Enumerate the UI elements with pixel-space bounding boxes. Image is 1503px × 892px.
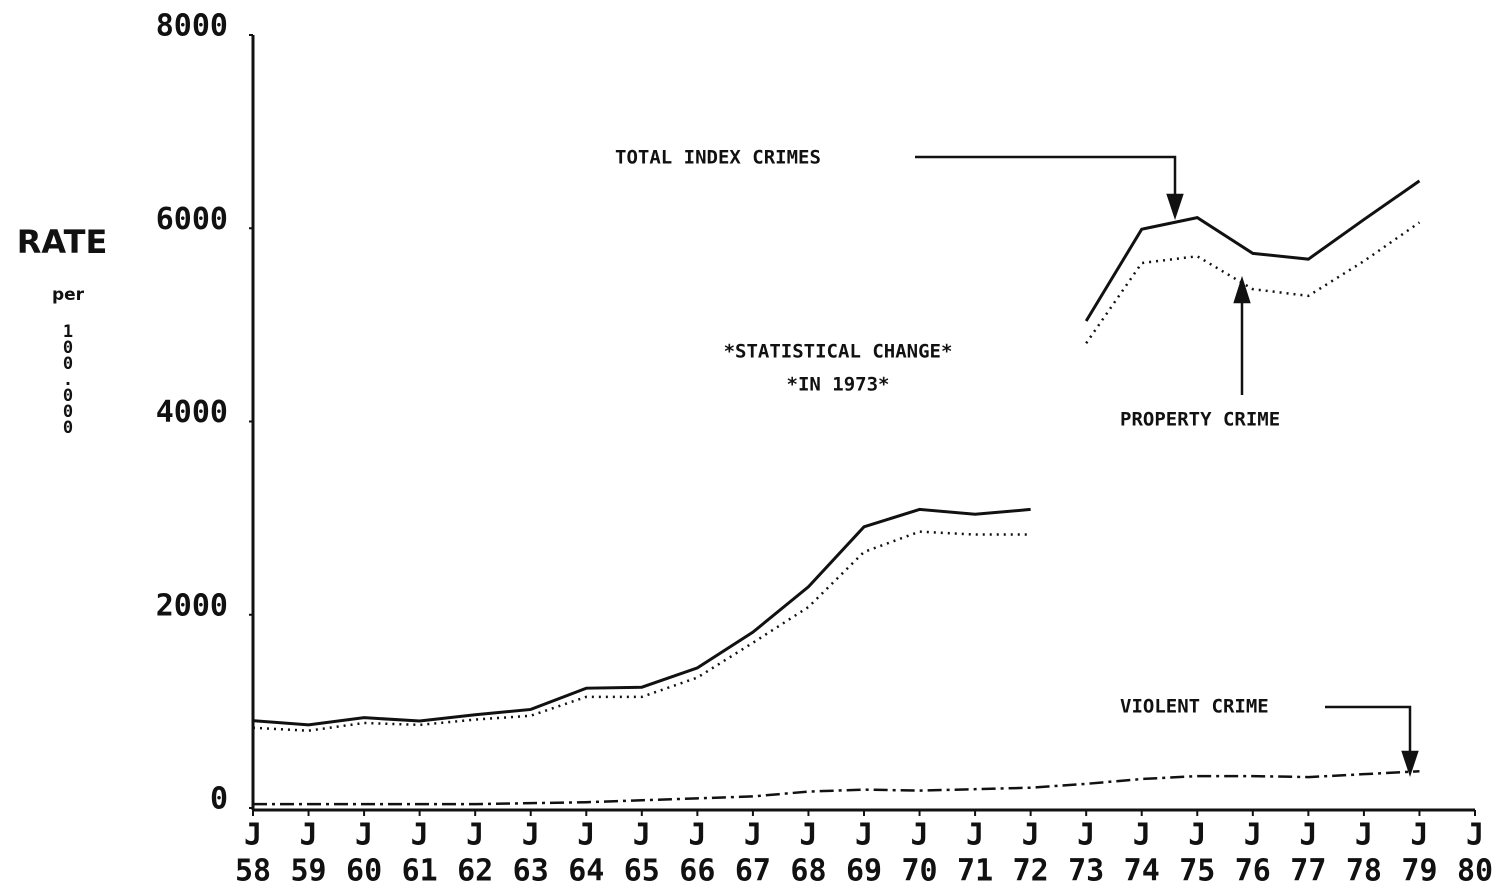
x-tick-label: 70 xyxy=(901,854,937,889)
y-label-unit: 100.000 xyxy=(58,322,78,434)
x-tick-label: 75 xyxy=(1179,854,1215,889)
x-tick-month: J xyxy=(1022,818,1040,853)
x-tick-month: J xyxy=(522,818,540,853)
x-tick-month: J xyxy=(1466,818,1484,853)
series-line xyxy=(253,770,1420,806)
y-label: RATE xyxy=(17,223,108,261)
x-tick-month: J xyxy=(911,818,929,853)
x-tick-month: J xyxy=(1355,818,1373,853)
x-tick-month: J xyxy=(966,818,984,853)
x-tick-month: J xyxy=(411,818,429,853)
y-tick-label: 2000 xyxy=(156,588,228,623)
y-tick-label: 4000 xyxy=(156,395,228,430)
y-label-sub: per xyxy=(52,285,85,305)
x-tick-label: 80 xyxy=(1457,854,1493,889)
x-tick-month: J xyxy=(466,818,484,853)
annotation: *IN 1973* xyxy=(787,374,890,396)
x-tick-label: 72 xyxy=(1013,854,1049,889)
x-tick-label: 61 xyxy=(402,854,438,889)
x-tick-label: 79 xyxy=(1401,854,1437,889)
x-tick-label: 73 xyxy=(1068,854,1104,889)
x-tick-month: J xyxy=(1244,818,1262,853)
x-tick-label: 65 xyxy=(624,854,660,889)
y-tick-label: 0 xyxy=(210,782,228,817)
x-tick-month: J xyxy=(1133,818,1151,853)
x-tick-month: J xyxy=(1410,818,1428,853)
series-label: PROPERTY CRIME xyxy=(1120,409,1280,431)
x-tick-month: J xyxy=(1077,818,1095,853)
x-tick-label: 66 xyxy=(679,854,715,889)
x-tick-month: J xyxy=(688,818,706,853)
x-tick-month: J xyxy=(1188,818,1206,853)
series-line xyxy=(252,179,1421,727)
x-tick-label: 77 xyxy=(1290,854,1326,889)
x-tick-label: 74 xyxy=(1124,854,1160,889)
x-tick-month: J xyxy=(855,818,873,853)
x-tick-month: J xyxy=(300,818,318,853)
series-label: TOTAL INDEX CRIMES xyxy=(615,147,821,169)
annotation: *STATISTICAL CHANGE* xyxy=(724,341,953,363)
x-tick-label: 60 xyxy=(346,854,382,889)
x-tick-label: 62 xyxy=(457,854,493,889)
x-tick-month: J xyxy=(633,818,651,853)
series-line xyxy=(252,221,1421,732)
series-label: VIOLENT CRIME xyxy=(1120,696,1269,718)
x-tick-label: 71 xyxy=(957,854,993,889)
x-tick-month: J xyxy=(577,818,595,853)
x-tick-label: 59 xyxy=(290,854,326,889)
x-tick-month: J xyxy=(355,818,373,853)
arrows xyxy=(915,155,1419,777)
x-tick-label: 69 xyxy=(846,854,882,889)
x-tick-month: J xyxy=(244,818,262,853)
x-tick-label: 64 xyxy=(568,854,604,889)
y-tick-label: 6000 xyxy=(156,202,228,237)
x-tick-month: J xyxy=(799,818,817,853)
x-tick-label: 78 xyxy=(1346,854,1382,889)
x-tick-label: 67 xyxy=(735,854,771,889)
y-tick-label: 8000 xyxy=(156,9,228,44)
x-tick-month: J xyxy=(1299,818,1317,853)
x-tick-label: 63 xyxy=(513,854,549,889)
x-tick-month: J xyxy=(744,818,762,853)
x-tick-label: 58 xyxy=(235,854,271,889)
x-tick-label: 76 xyxy=(1235,854,1271,889)
x-tick-label: 68 xyxy=(790,854,826,889)
